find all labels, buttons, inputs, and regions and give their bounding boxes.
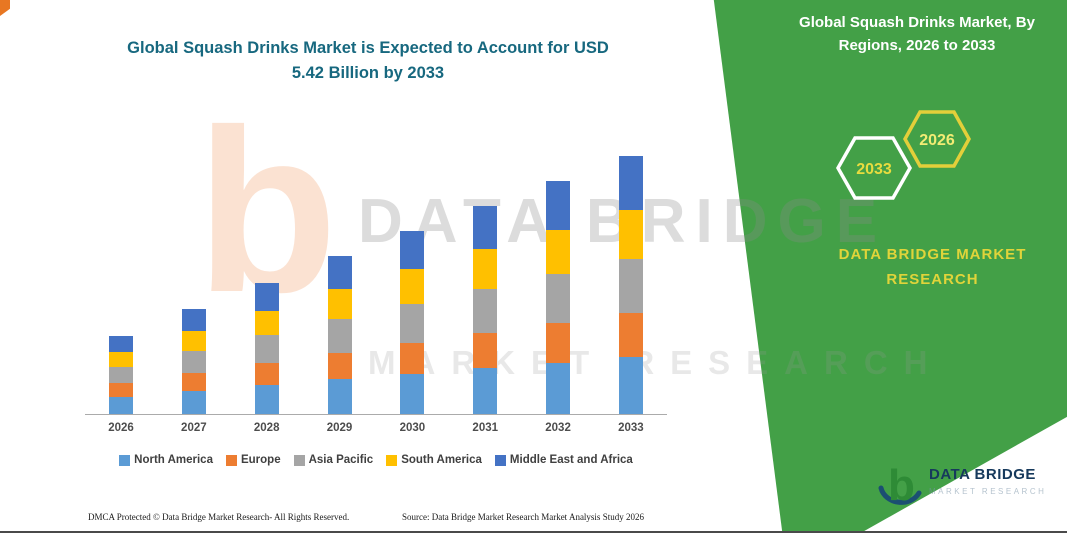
brand-line-1: DATA BRIDGE MARKET	[838, 246, 1027, 263]
bar-segment-south-america	[473, 249, 498, 290]
bar-segment-north-america	[618, 357, 643, 414]
legend-swatch-europe	[225, 454, 237, 466]
bar-segment-europe	[109, 383, 133, 397]
bar-segment-europe	[181, 372, 206, 391]
legend-swatch-north-america	[119, 454, 131, 466]
bar-segment-europe	[546, 322, 571, 363]
legend-item-europe: Europe	[225, 454, 281, 466]
logo-brand-name: DATA BRIDGE	[929, 466, 1036, 483]
legend-label-europe: Europe	[240, 454, 281, 466]
bar-segment-asia-pacific	[473, 289, 498, 333]
bar-segment-north-america	[546, 362, 571, 414]
bar-2029	[327, 256, 352, 414]
legend-label-north-america: North America	[134, 454, 213, 466]
chart-legend: North America Europe Asia Pacific South Ame…	[85, 454, 667, 466]
chart-plot	[85, 148, 667, 415]
hexagon-2033: 2033	[836, 136, 912, 200]
bar-segment-asia-pacific	[400, 303, 425, 343]
bar-segment-europe	[400, 342, 425, 374]
bar-segment-north-america	[327, 379, 352, 414]
watermark-sub-text: MARKET RESEARCH	[368, 344, 944, 381]
bar-segment-asia-pacific	[327, 319, 352, 353]
bar-segment-north-america	[473, 368, 498, 414]
bar-segment-middle-east-and-africa	[181, 308, 206, 331]
bar-segment-europe	[618, 313, 643, 358]
watermark-brand-text: DATA BRIDGE	[358, 187, 888, 256]
legend-label-south-america: South America	[401, 454, 482, 466]
bar-segment-south-america	[618, 209, 643, 260]
bar-2027	[181, 308, 206, 414]
x-axis-label-2027: 2027	[181, 422, 207, 434]
footer-dmca-text: DMCA Protected © Data Bridge Market Rese…	[88, 512, 350, 522]
x-axis-label-2032: 2032	[545, 422, 571, 434]
bar-segment-south-america	[109, 352, 133, 368]
bar-segment-middle-east-and-africa	[400, 230, 425, 270]
databridge-logo-text: DATA BRIDGE MARKET RESEARCH	[929, 466, 1046, 496]
logo-brand-sub: MARKET RESEARCH	[929, 487, 1047, 496]
x-axis-label-2026: 2026	[108, 422, 134, 434]
bar-segment-north-america	[254, 385, 279, 414]
side-panel-brand: DATA BRIDGE MARKET RESEARCH	[795, 243, 1067, 293]
bar-2033	[618, 155, 643, 414]
footer-source-text: Source: Data Bridge Market Research Mark…	[402, 512, 644, 522]
bar-segment-north-america	[400, 373, 425, 414]
bar-segment-middle-east-and-africa	[473, 206, 498, 250]
legend-swatch-asia-pacific	[293, 454, 305, 466]
bar-segment-south-america	[546, 229, 571, 274]
legend-item-asia-pacific: Asia Pacific	[293, 454, 374, 466]
bar-segment-middle-east-and-africa	[109, 335, 133, 353]
hexagon-2026: 2026	[903, 110, 971, 168]
bar-segment-middle-east-and-africa	[327, 256, 352, 290]
legend-item-south-america: South America	[386, 454, 482, 466]
legend-swatch-middle-east-and-africa	[494, 454, 506, 466]
x-axis-label-2030: 2030	[399, 422, 426, 434]
bar-segment-south-america	[400, 269, 425, 304]
databridge-logo: b DATA BRIDGE MARKET RESEARCH	[876, 460, 1046, 510]
bar-segment-europe	[327, 352, 352, 380]
x-axis-label-2028: 2028	[253, 422, 280, 434]
bar-segment-europe	[473, 332, 498, 369]
bar-segment-south-america	[254, 310, 279, 336]
side-panel-title: Global Squash Drinks Market, By Regions,…	[799, 14, 1035, 55]
x-axis-label-2029: 2029	[326, 422, 353, 434]
svg-text:b: b	[888, 461, 915, 510]
databridge-logo-icon: b	[878, 461, 922, 510]
bar-segment-europe	[254, 363, 279, 386]
bar-segment-asia-pacific	[546, 273, 571, 323]
bar-2028	[254, 283, 279, 414]
legend-item-middle-east-and-africa: Middle East and Africa	[494, 454, 633, 466]
x-axis-label-2033: 2033	[618, 422, 644, 434]
bar-2032	[546, 180, 571, 414]
bar-segment-middle-east-and-africa	[254, 283, 279, 311]
bar-segment-middle-east-and-africa	[618, 155, 643, 210]
hexagon-2026-label: 2026	[919, 132, 955, 149]
bar-segment-north-america	[181, 390, 206, 414]
bar-segment-asia-pacific	[254, 335, 279, 364]
legend-swatch-south-america	[386, 454, 398, 466]
bar-2031	[473, 206, 498, 414]
hexagon-2033-label: 2033	[856, 161, 892, 178]
bar-segment-asia-pacific	[181, 350, 206, 373]
bar-2026	[109, 335, 133, 414]
bar-segment-north-america	[109, 396, 133, 414]
corner-accent-mark	[0, 0, 10, 16]
stacked-bar-chart: 2026 2027 2028 2029 2030 2031 2032 2033 North A…	[85, 148, 667, 466]
chart-x-axis-labels: 2026 2027 2028 2029 2030 2031 2032 2033	[85, 422, 667, 434]
bar-segment-asia-pacific	[618, 259, 643, 314]
chart-title: Global Squash Drinks Market is Expected …	[127, 39, 609, 82]
legend-label-middle-east-and-africa: Middle East and Africa	[509, 454, 633, 466]
brand-line-2: RESEARCH	[886, 270, 979, 288]
x-axis-label-2031: 2031	[472, 422, 499, 434]
bar-2030	[400, 230, 425, 414]
legend-label-asia-pacific: Asia Pacific	[308, 454, 374, 466]
bar-segment-asia-pacific	[109, 367, 133, 384]
legend-item-north-america: North America	[119, 454, 213, 466]
bar-segment-middle-east-and-africa	[546, 180, 571, 230]
bar-segment-south-america	[327, 289, 352, 320]
bar-segment-south-america	[181, 330, 206, 351]
